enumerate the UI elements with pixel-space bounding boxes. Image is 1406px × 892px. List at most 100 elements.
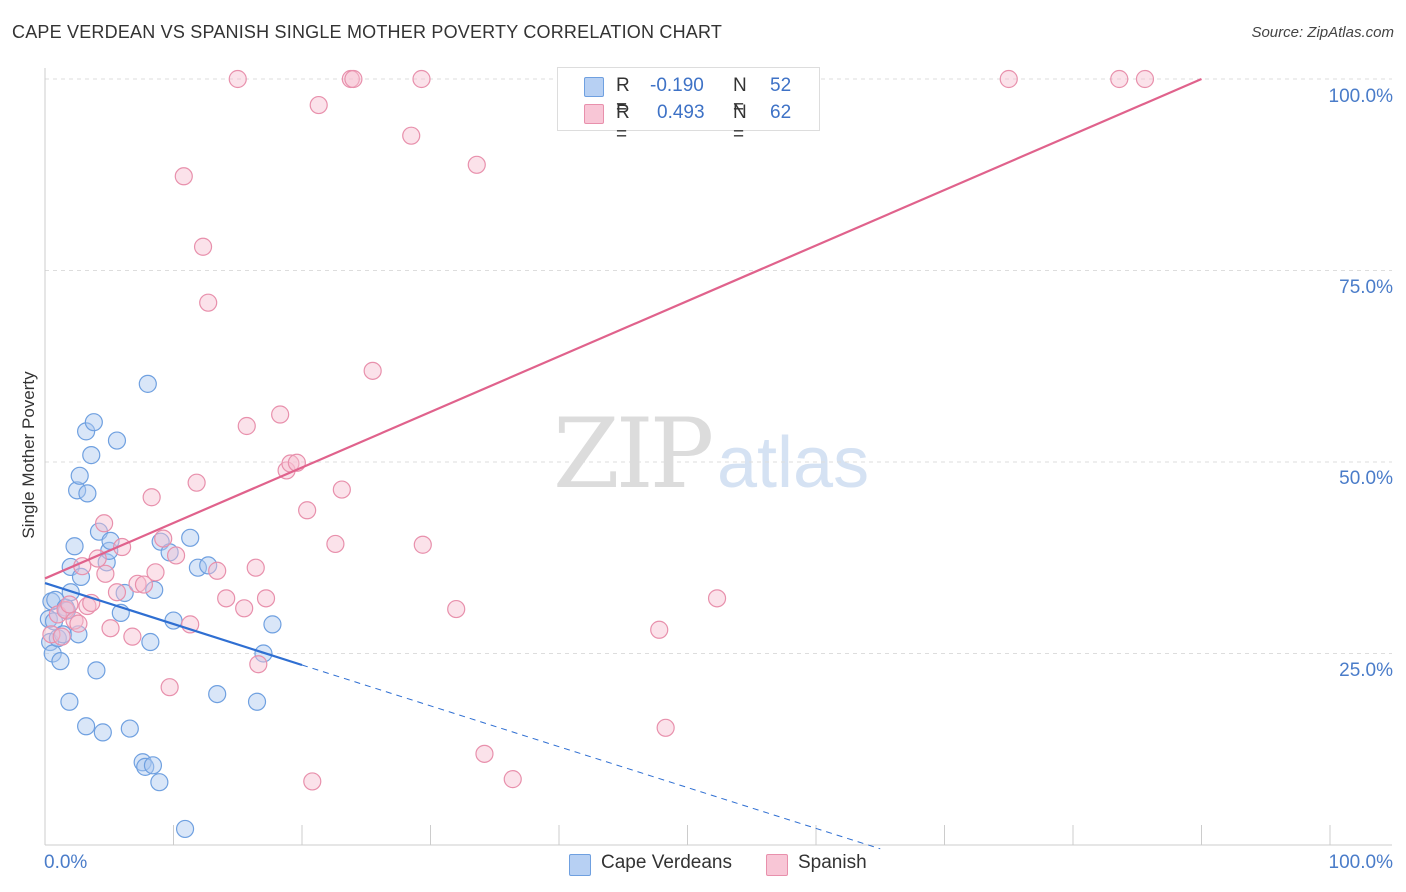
point-spanish-31	[228, 69, 247, 89]
trend-line-cape-verdeans	[44, 581, 303, 667]
x-tick-label-min: 0.0%	[44, 852, 88, 873]
point-spanish-16	[123, 627, 142, 646]
point-spanish-50	[412, 69, 431, 89]
point-spanish-45	[332, 480, 351, 499]
point-spanish-22	[160, 678, 179, 697]
point-spanish-20	[146, 563, 165, 582]
point-cape-verdeans-32	[115, 583, 134, 603]
point-spanish-55	[503, 770, 522, 789]
point-spanish-62	[1135, 69, 1155, 89]
legend-r-label: R =	[616, 102, 630, 145]
point-spanish-28	[199, 293, 218, 312]
point-spanish-12	[96, 564, 115, 583]
chart-title: CAPE VERDEAN VS SPANISH SINGLE MOTHER PO…	[12, 22, 723, 42]
point-cape-verdeans-20	[77, 717, 96, 736]
point-cape-verdeans-11	[60, 692, 79, 711]
legend-r-value-cape-verdeans: -0.190	[650, 75, 704, 96]
point-spanish-44	[326, 534, 345, 554]
axes	[44, 68, 1392, 846]
point-spanish-52	[447, 599, 466, 619]
point-cape-verdeans-27	[97, 553, 116, 572]
legend-n-label: N =	[733, 75, 747, 118]
trend-line-cape-verdeans-extension	[301, 664, 881, 850]
point-cape-verdeans-45	[181, 528, 200, 547]
point-spanish-11	[95, 514, 114, 533]
point-cape-verdeans-51	[263, 615, 282, 634]
point-cape-verdeans-22	[82, 446, 101, 465]
point-spanish-51	[413, 535, 432, 554]
point-cape-verdeans-37	[141, 632, 160, 652]
point-cape-verdeans-24	[87, 661, 106, 680]
point-cape-verdeans-30	[107, 431, 127, 450]
point-spanish-49	[402, 126, 421, 145]
point-cape-verdeans-47	[199, 556, 218, 575]
chart-source: Source: ZipAtlas.com	[1251, 24, 1394, 41]
point-cape-verdeans-14	[65, 537, 84, 556]
legend-r-label: R =	[616, 75, 630, 118]
trend-lines	[44, 77, 1202, 850]
point-spanish-54	[475, 744, 494, 763]
point-cape-verdeans-48	[208, 684, 227, 704]
point-spanish-17	[128, 574, 147, 593]
point-spanish-35	[249, 655, 268, 674]
point-spanish-41	[298, 501, 317, 520]
point-cape-verdeans-19	[77, 422, 96, 441]
point-cape-verdeans-40	[150, 773, 169, 792]
legend-n-label: N =	[733, 102, 747, 145]
data-points	[39, 69, 1155, 839]
trend-line-spanish	[44, 77, 1202, 580]
y-tick-label-100: 100.0%	[1328, 86, 1393, 107]
point-spanish-30	[217, 589, 236, 608]
legend-r-value-spanish: 0.493	[657, 102, 705, 123]
point-spanish-42	[303, 772, 322, 791]
point-cape-verdeans-36	[138, 374, 157, 393]
point-spanish-34	[246, 558, 265, 577]
legend-swatch-cape-verdeans	[584, 77, 604, 97]
legend-n-value-spanish: 62	[770, 102, 792, 123]
point-spanish-47	[344, 69, 363, 89]
point-cape-verdeans-15	[68, 481, 87, 500]
point-spanish-23	[166, 546, 186, 565]
series-legend-label-spanish: Spanish	[798, 852, 867, 873]
series-legend-swatch-cape-verdeans	[569, 854, 591, 876]
point-spanish-36	[256, 589, 276, 608]
point-cape-verdeans-23	[84, 413, 103, 432]
y-tick-label-50: 50.0%	[1339, 468, 1393, 489]
y-tick-label-75: 75.0%	[1339, 277, 1393, 298]
watermark-atlas: atlas	[717, 423, 870, 503]
point-spanish-18	[134, 575, 154, 594]
point-cape-verdeans-39	[145, 580, 164, 600]
point-spanish-24	[174, 167, 193, 186]
point-spanish-19	[142, 488, 161, 507]
point-spanish-26	[187, 473, 206, 492]
point-cape-verdeans-44	[175, 819, 195, 839]
point-spanish-4	[60, 595, 79, 614]
point-spanish-61	[1110, 69, 1129, 89]
point-spanish-14	[107, 583, 127, 602]
point-spanish-29	[208, 561, 227, 580]
point-cape-verdeans-7	[51, 652, 70, 671]
point-cape-verdeans-26	[93, 723, 112, 742]
point-spanish-43	[309, 95, 328, 115]
point-spanish-60	[999, 69, 1018, 89]
point-spanish-37	[271, 405, 290, 424]
point-spanish-53	[467, 155, 486, 174]
point-cape-verdeans-49	[247, 692, 267, 711]
point-cape-verdeans-21	[78, 484, 97, 503]
point-spanish-58	[656, 718, 675, 737]
point-spanish-57	[650, 620, 669, 639]
point-spanish-13	[101, 619, 120, 638]
y-tick-label-25: 25.0%	[1339, 660, 1393, 681]
point-spanish-2	[52, 627, 71, 646]
point-spanish-21	[154, 529, 173, 548]
point-spanish-32	[235, 599, 254, 618]
point-spanish-59	[707, 589, 727, 608]
point-spanish-33	[237, 416, 256, 436]
point-cape-verdeans-33	[120, 719, 139, 738]
x-tick-label-max: 100.0%	[1328, 852, 1393, 873]
point-cape-verdeans-17	[70, 466, 89, 485]
point-cape-verdeans-35	[136, 757, 155, 776]
point-cape-verdeans-38	[143, 756, 163, 775]
series-legend-swatch-spanish	[766, 854, 788, 876]
